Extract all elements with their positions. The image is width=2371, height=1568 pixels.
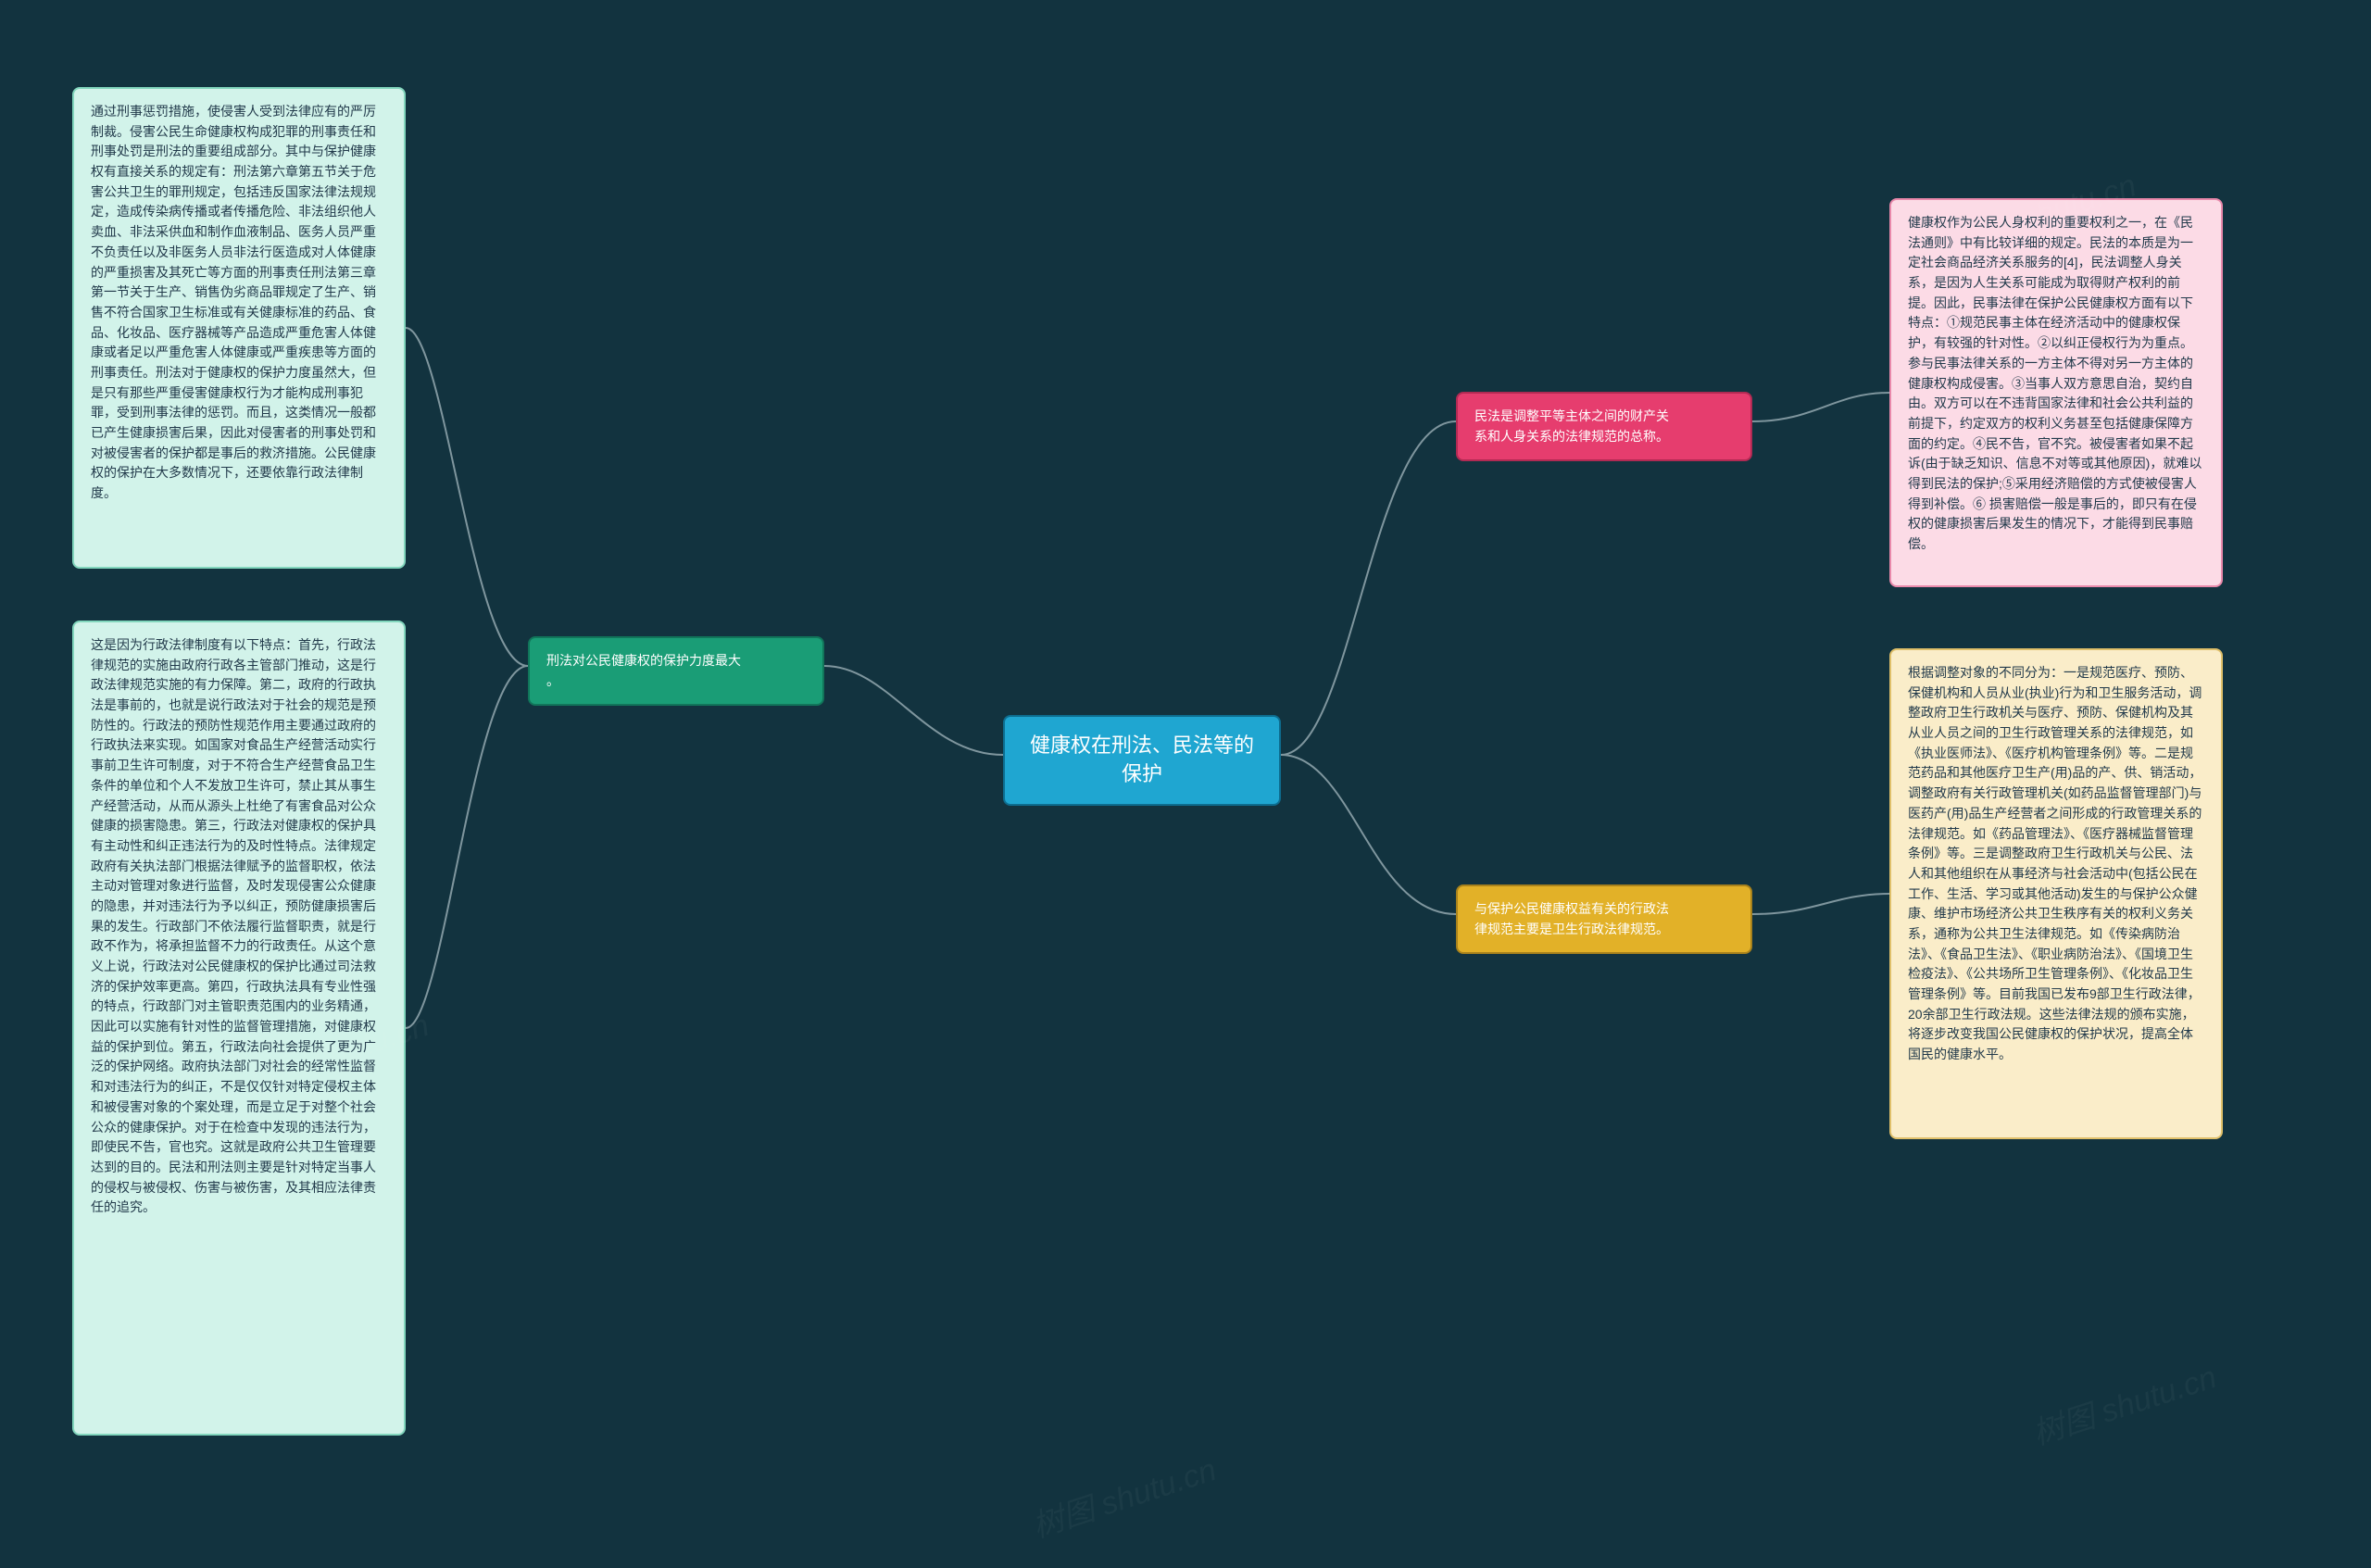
leaf-b2c1: 根据调整对象的不同分为：一是规范医疗、预防、保健机构和人员从业(执业)行为和卫生…: [1889, 648, 2223, 1139]
leaf-b1c1: 健康权作为公民人身权利的重要权利之一，在《民法通则》中有比较详细的规定。民法的本…: [1889, 198, 2223, 587]
leaf-b3c1: 通过刑事惩罚措施，使侵害人受到法律应有的严厉制裁。侵害公民生命健康权构成犯罪的刑…: [72, 87, 406, 569]
center-topic: 健康权在刑法、民法等的保护: [1003, 715, 1281, 806]
branch-b1: 民法是调整平等主体之间的财产关系和人身关系的法律规范的总称。: [1456, 392, 1752, 461]
branch-b3: 刑法对公民健康权的保护力度最大。: [528, 636, 824, 706]
watermark: 树图 shutu.cn: [1025, 1444, 1221, 1546]
leaf-b3c2: 这是因为行政法律制度有以下特点：首先，行政法律规范的实施由政府行政各主管部门推动…: [72, 621, 406, 1436]
branch-b2: 与保护公民健康权益有关的行政法律规范主要是卫生行政法律规范。: [1456, 884, 1752, 954]
watermark: 树图 shutu.cn: [2026, 1351, 2221, 1453]
